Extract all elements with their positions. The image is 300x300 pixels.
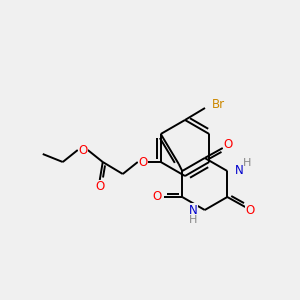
Text: O: O xyxy=(138,155,147,169)
Text: H: H xyxy=(189,215,197,225)
Text: N: N xyxy=(235,164,244,178)
Text: O: O xyxy=(246,203,255,217)
Text: O: O xyxy=(95,181,104,194)
Text: O: O xyxy=(153,190,162,203)
Text: H: H xyxy=(243,158,251,168)
Text: O: O xyxy=(78,143,87,157)
Text: Br: Br xyxy=(212,98,225,112)
Text: O: O xyxy=(223,139,232,152)
Text: N: N xyxy=(188,203,197,217)
